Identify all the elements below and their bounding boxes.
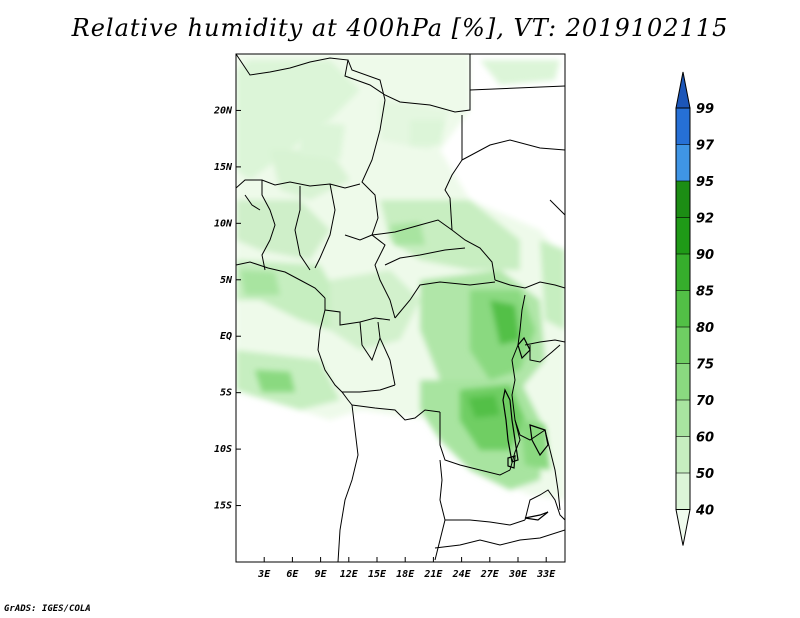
lon-tick-label: 12E (340, 569, 359, 580)
lon-tick-label: 3E (257, 569, 271, 580)
map-frame (235, 53, 566, 563)
humidity-shading (236, 54, 565, 500)
lon-tick-label: 15E (368, 569, 387, 580)
colorbar-label: 80 (696, 321, 714, 336)
colorbar-segment (676, 473, 690, 510)
lat-tick-label: 10S (214, 444, 232, 455)
lakes (502, 336, 549, 521)
colorbar-label: 70 (696, 394, 714, 409)
colorbar-segment (676, 254, 690, 291)
colorbar-label: 75 (696, 358, 714, 373)
colorbar-label: 90 (696, 248, 714, 263)
colorbar-segment (676, 181, 690, 218)
colorbar-segment (676, 363, 690, 400)
lat-tick-label: 15S (214, 501, 232, 512)
longitude-axis: 3E 6E 9E 12E 15E 18E 21E 24E 27E 30E 33E (257, 557, 556, 580)
lat-tick-label: 10N (214, 218, 233, 229)
lon-tick-label: 21E (423, 569, 443, 580)
colorbar-segment (676, 290, 690, 327)
lon-tick-label: 9E (315, 569, 328, 580)
lat-tick-label: 5S (220, 388, 232, 399)
colorbar-label: 92 (696, 212, 714, 227)
lat-tick-label: EQ (220, 331, 232, 342)
colorbar-segment (676, 144, 690, 181)
colorbar-segment (676, 400, 690, 437)
colorbar-label: 97 (696, 139, 715, 154)
latitude-axis: 20N 15N 10N 5N EQ 5S 10S 15S (213, 105, 241, 512)
colorbar-segment (676, 108, 690, 145)
colorbar-label: 85 (696, 285, 714, 300)
lon-tick-label: 27E (480, 569, 500, 580)
colorbar-segment (676, 217, 690, 254)
grads-credit: GrADS: IGES/COLA (4, 604, 91, 614)
colorbar-label: 99 (696, 102, 714, 117)
colorbar: 40 50 60 70 75 80 85 90 92 95 97 99 (675, 71, 715, 546)
lon-tick-label: 6E (286, 569, 299, 580)
colorbar-label: 60 (696, 431, 714, 446)
lon-tick-label: 30E (508, 569, 528, 580)
lat-tick-label: 5N (220, 275, 233, 286)
colorbar-bottom-triangle (675, 509, 691, 546)
colorbar-label: 95 (696, 175, 714, 190)
chart-title: Relative humidity at 400hPa [%], VT: 201… (71, 14, 729, 42)
lat-tick-label: 20N (213, 105, 233, 116)
lon-tick-label: 24E (452, 569, 472, 580)
colorbar-top-triangle (675, 71, 691, 109)
colorbar-segment (676, 436, 690, 473)
colorbar-label: 50 (696, 467, 714, 482)
lat-tick-label: 15N (214, 162, 233, 173)
lon-tick-label: 33E (536, 569, 556, 580)
colorbar-segment (676, 327, 690, 364)
colorbar-label: 40 (695, 504, 714, 519)
lon-tick-label: 18E (396, 569, 415, 580)
